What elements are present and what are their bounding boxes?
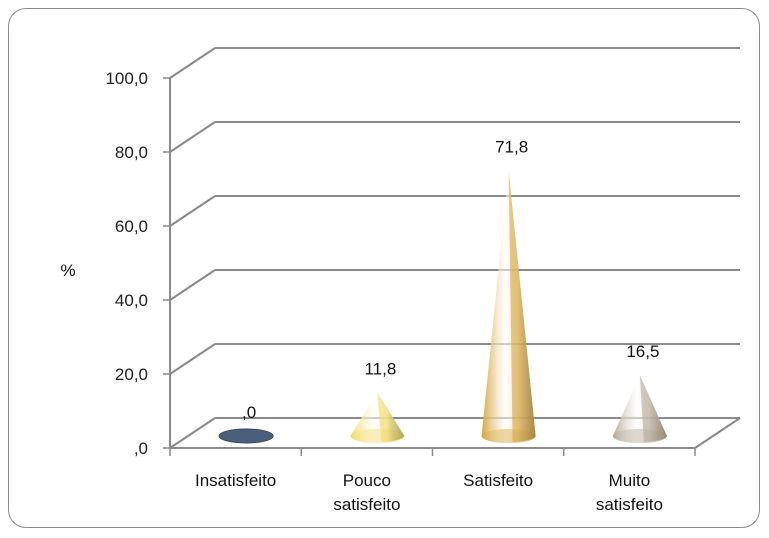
gridline-side bbox=[169, 343, 216, 375]
y-tick-label: 80,0 bbox=[115, 143, 148, 162]
data-label: 71,8 bbox=[495, 137, 528, 156]
gridline-side bbox=[169, 269, 216, 301]
data-label: 11,8 bbox=[364, 359, 396, 378]
cone-shade bbox=[639, 374, 667, 442]
x-category-label: Muito bbox=[609, 471, 651, 490]
gridline-side bbox=[169, 121, 216, 153]
x-category-label: Pouco bbox=[343, 471, 391, 490]
y-tick-label: 40,0 bbox=[115, 291, 148, 310]
cone-bar bbox=[218, 428, 274, 444]
data-label: ,0 bbox=[242, 403, 256, 422]
label-layer: ,0 20,0 40,0 60,0 80,0 100,0 ,0 Insatisfeito 11,… bbox=[105, 69, 662, 514]
gridline-side bbox=[169, 417, 216, 449]
y-tick-label: ,0 bbox=[134, 439, 148, 458]
x-category-label: Insatisfeito bbox=[195, 471, 276, 490]
y-axis-title: % bbox=[60, 261, 75, 280]
gridline-side bbox=[169, 47, 216, 79]
x-category-label: satisfeito bbox=[596, 495, 663, 514]
cone-shade bbox=[377, 392, 405, 442]
axis-layer bbox=[163, 77, 741, 456]
x-category-label: Satisfeito bbox=[463, 471, 533, 490]
y-tick-label: 100,0 bbox=[105, 69, 148, 88]
cone-shade bbox=[508, 170, 536, 442]
y-tick-label: 20,0 bbox=[115, 365, 148, 384]
floor-right-edge bbox=[694, 417, 741, 449]
grid-layer bbox=[169, 47, 740, 449]
y-tick-label: 60,0 bbox=[115, 217, 148, 236]
gridline-side bbox=[169, 195, 216, 227]
data-label: 16,5 bbox=[626, 342, 659, 361]
x-category-label: satisfeito bbox=[333, 495, 400, 514]
cone-layer bbox=[218, 170, 667, 444]
